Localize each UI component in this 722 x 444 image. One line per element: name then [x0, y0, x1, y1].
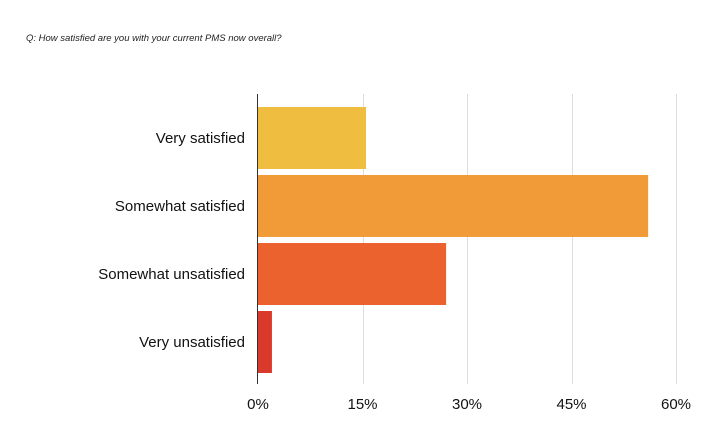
- category-label: Somewhat satisfied: [115, 198, 245, 215]
- x-tick-label: 30%: [452, 396, 482, 413]
- x-tick-label: 45%: [556, 396, 586, 413]
- x-tick-labels: 0% 15% 30% 45% 60%: [247, 396, 691, 413]
- bar-very-unsatisfied: [258, 311, 272, 373]
- bar-somewhat-satisfied: [258, 175, 649, 237]
- bar-somewhat-unsatisfied: [258, 243, 447, 305]
- grid-lines: [363, 94, 677, 384]
- x-tick-label: 0%: [247, 396, 269, 413]
- chart-title: Q: How satisfied are you with your curre…: [26, 33, 282, 44]
- category-label: Very unsatisfied: [139, 334, 245, 351]
- category-label: Somewhat unsatisfied: [98, 266, 245, 283]
- bars: [258, 107, 649, 373]
- category-label: Very satisfied: [156, 130, 245, 147]
- x-tick-label: 60%: [661, 396, 691, 413]
- category-labels: Very satisfied Somewhat satisfied Somewhat…: [98, 130, 245, 351]
- x-tick-label: 15%: [347, 396, 377, 413]
- bar-very-satisfied: [258, 107, 366, 169]
